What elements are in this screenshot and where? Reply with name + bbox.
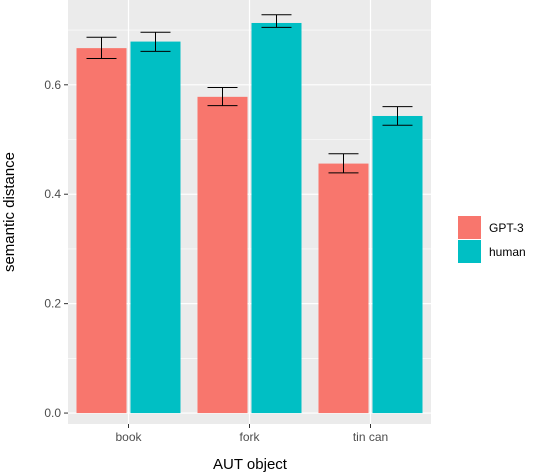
- y-tick-label: 0.6: [44, 78, 61, 92]
- y-tick-label: 0.2: [44, 297, 61, 311]
- legend-key-gpt-3: [458, 216, 481, 239]
- bar-human-tin-can: [372, 115, 423, 414]
- legend-key-human: [458, 240, 481, 263]
- x-axis-title: AUT object: [213, 456, 288, 473]
- bar-human-fork: [251, 22, 302, 414]
- x-tick-label: fork: [239, 430, 260, 444]
- bars-group: [76, 22, 423, 414]
- legend-label-gpt-3: GPT-3: [489, 221, 524, 235]
- major-gridlines: [68, 0, 431, 424]
- y-tick-label: 0.0: [44, 406, 61, 420]
- error-bars-group: [86, 14, 413, 174]
- x-tick-label: tin can: [353, 430, 388, 444]
- y-axis-title: semantic distance: [1, 152, 18, 272]
- legend-label-human: human: [489, 245, 526, 259]
- bar-gpt-3-book: [76, 48, 127, 414]
- bar-gpt-3-fork: [197, 96, 248, 414]
- x-tick-label: book: [115, 430, 142, 444]
- y-axis: 0.0 0.2 0.4 0.6: [44, 78, 68, 420]
- x-axis: book fork tin can: [115, 424, 388, 444]
- bar-gpt-3-tin-can: [318, 163, 369, 414]
- bar-human-book: [130, 41, 181, 414]
- legend: GPT-3 human: [458, 216, 526, 263]
- y-tick-label: 0.4: [44, 187, 61, 201]
